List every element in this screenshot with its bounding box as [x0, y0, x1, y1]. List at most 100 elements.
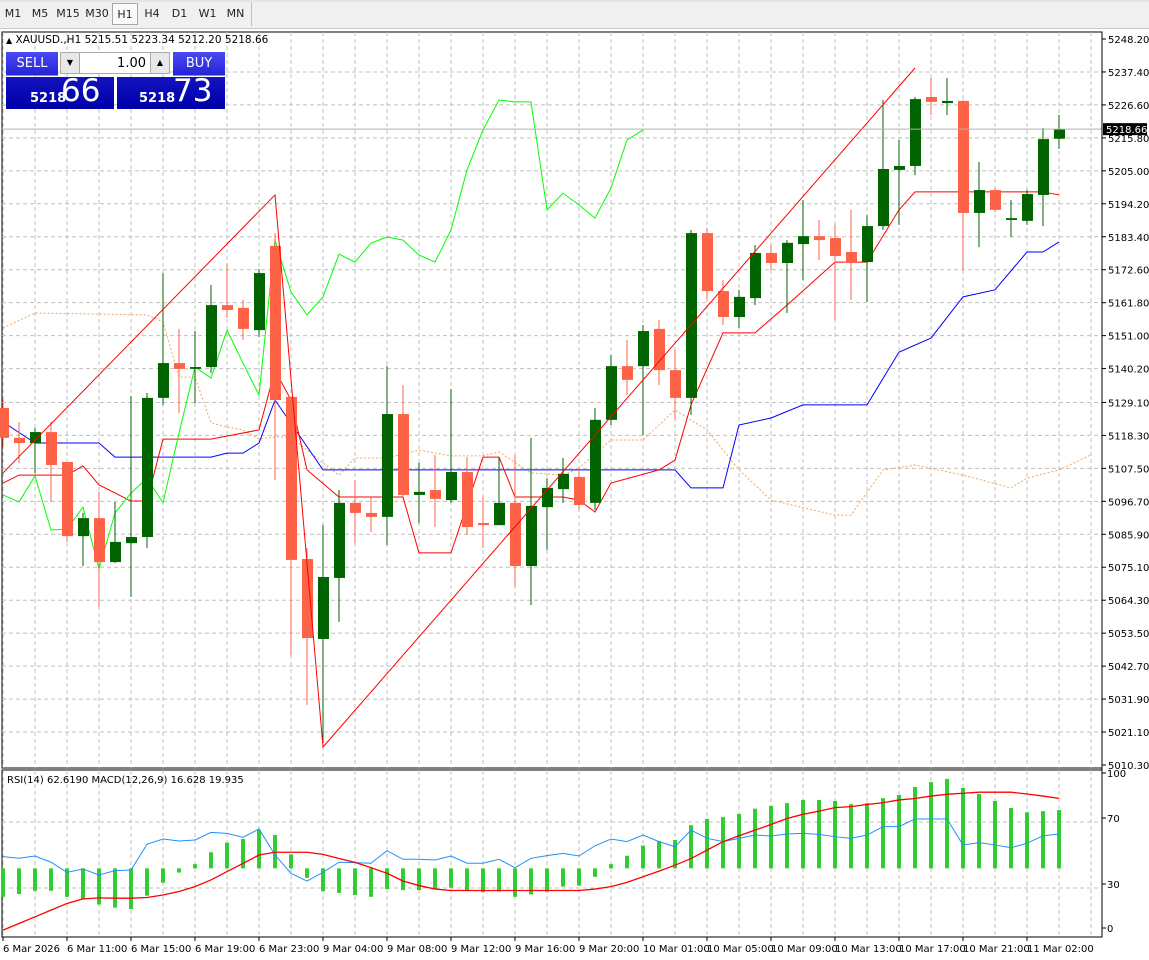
bullish-candle[interactable] — [190, 367, 201, 369]
bearish-candle[interactable] — [366, 512, 377, 517]
timeframe-m15[interactable]: M15 — [56, 7, 80, 20]
bullish-candle[interactable] — [1054, 129, 1065, 139]
macd-histogram-bar — [561, 868, 565, 887]
bearish-candle[interactable] — [670, 370, 681, 398]
bearish-candle[interactable] — [846, 252, 857, 263]
macd-histogram-bar — [161, 868, 165, 883]
bullish-candle[interactable] — [734, 296, 745, 318]
bearish-candle[interactable] — [766, 252, 777, 263]
price-axis-label: 5151.00 — [1108, 332, 1149, 343]
bullish-candle[interactable] — [414, 491, 425, 495]
bullish-candle[interactable] — [494, 502, 505, 526]
bearish-candle[interactable] — [14, 437, 25, 444]
bearish-candle[interactable] — [398, 414, 409, 495]
macd-histogram-bar — [257, 830, 261, 869]
bullish-candle[interactable] — [206, 305, 217, 368]
bullish-candle[interactable] — [158, 363, 169, 398]
bullish-candle[interactable] — [878, 169, 889, 227]
bullish-candle[interactable] — [382, 414, 393, 517]
bullish-candle[interactable] — [974, 190, 985, 213]
timeframe-h4[interactable]: H4 — [144, 7, 160, 20]
price-axis-label: 5237.40 — [1108, 68, 1149, 79]
triangle-up-icon[interactable]: ▲ — [6, 36, 13, 45]
bearish-candle[interactable] — [622, 366, 633, 380]
bearish-candle[interactable] — [222, 305, 233, 310]
bearish-candle[interactable] — [462, 472, 473, 527]
bullish-candle[interactable] — [142, 397, 153, 538]
timeframe-w1[interactable]: W1 — [198, 7, 217, 20]
bullish-candle[interactable] — [526, 505, 537, 567]
macd-histogram-bar — [641, 845, 645, 869]
bearish-candle[interactable] — [718, 291, 729, 318]
timeframe-d1[interactable]: D1 — [171, 7, 188, 20]
lot-size-input[interactable] — [80, 52, 150, 74]
bullish-candle[interactable] — [638, 331, 649, 367]
bullish-candle[interactable] — [1022, 194, 1033, 221]
price-axis-label: 5053.50 — [1108, 629, 1149, 640]
bearish-candle[interactable] — [702, 233, 713, 292]
bearish-candle[interactable] — [478, 523, 489, 526]
bullish-candle[interactable] — [942, 100, 953, 104]
bullish-candle[interactable] — [558, 473, 569, 490]
bullish-candle[interactable] — [862, 226, 873, 263]
macd-histogram-bar — [865, 803, 869, 869]
current-price-label: 5218.66 — [1106, 125, 1147, 136]
zigzag-line — [2, 67, 916, 749]
bullish-candle[interactable] — [446, 472, 457, 501]
macd-histogram-bar — [337, 868, 341, 893]
bullish-candle[interactable] — [110, 541, 121, 563]
timeframe-m30[interactable]: M30 — [85, 7, 109, 20]
bearish-candle[interactable] — [830, 237, 841, 256]
timeframe-m5[interactable]: M5 — [31, 7, 49, 20]
bearish-candle[interactable] — [286, 396, 297, 560]
buy-price-button[interactable]: 5218 73 — [117, 74, 225, 109]
bearish-candle[interactable] — [926, 96, 937, 102]
bearish-candle[interactable] — [238, 307, 249, 329]
bullish-candle[interactable] — [542, 487, 553, 508]
timeframe-mn[interactable]: MN — [226, 7, 245, 20]
bearish-candle[interactable] — [958, 100, 969, 213]
bearish-candle[interactable] — [430, 490, 441, 499]
bearish-candle[interactable] — [302, 559, 313, 639]
bearish-candle[interactable] — [510, 502, 521, 567]
bearish-candle[interactable] — [270, 245, 281, 401]
bullish-candle[interactable] — [782, 242, 793, 263]
bullish-candle[interactable] — [318, 577, 329, 639]
price-axis-label: 5042.70 — [1108, 662, 1149, 673]
bearish-candle[interactable] — [174, 363, 185, 369]
bearish-candle[interactable] — [574, 476, 585, 505]
bearish-candle[interactable] — [654, 328, 665, 371]
sell-button[interactable]: SELL — [6, 52, 58, 76]
bearish-candle[interactable] — [350, 502, 361, 513]
timeframe-m1[interactable]: M1 — [4, 7, 22, 20]
bearish-candle[interactable] — [46, 432, 57, 466]
bullish-candle[interactable] — [590, 419, 601, 503]
bullish-candle[interactable] — [30, 432, 41, 444]
bullish-candle[interactable] — [126, 537, 137, 544]
bullish-candle[interactable] — [334, 502, 345, 578]
bullish-candle[interactable] — [1006, 218, 1017, 220]
bullish-candle[interactable] — [894, 165, 905, 170]
bullish-candle[interactable] — [798, 236, 809, 245]
bullish-candle[interactable] — [750, 252, 761, 299]
macd-histogram-bar — [97, 868, 101, 905]
bearish-candle[interactable] — [62, 461, 73, 537]
bullish-candle[interactable] — [254, 273, 265, 331]
buy-button[interactable]: BUY — [173, 52, 225, 76]
bullish-candle[interactable] — [686, 233, 697, 398]
bearish-candle[interactable] — [990, 190, 1001, 210]
bullish-candle[interactable] — [910, 99, 921, 166]
bullish-candle[interactable] — [606, 366, 617, 420]
sell-price-button[interactable]: 5218 66 — [6, 74, 114, 109]
time-axis-label: 6 Mar 23:00 — [259, 944, 319, 955]
bearish-candle[interactable] — [814, 236, 825, 241]
macd-histogram-bar — [113, 868, 117, 908]
lot-increase-button[interactable]: ▲ — [150, 52, 170, 74]
lot-decrease-button[interactable]: ▼ — [60, 52, 80, 74]
bearish-candle[interactable] — [94, 518, 105, 563]
bearish-candle[interactable] — [0, 407, 9, 438]
bullish-candle[interactable] — [1038, 139, 1049, 195]
timeframe-h1[interactable]: H1 — [112, 3, 138, 25]
bullish-candle[interactable] — [78, 518, 89, 537]
